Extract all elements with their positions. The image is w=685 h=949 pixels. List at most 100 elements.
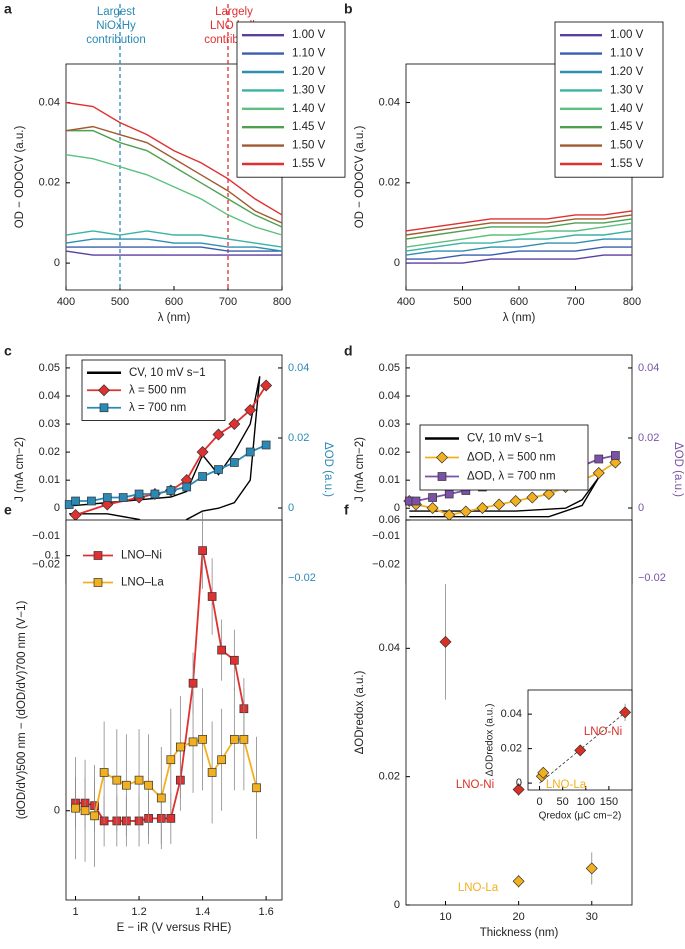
- x-tick-label: 20: [513, 911, 525, 923]
- panel-letter: e: [4, 502, 12, 518]
- series-line: [65, 250, 282, 256]
- y-tick-label: 0.04: [39, 96, 60, 108]
- x-tick-label: 50: [557, 796, 569, 808]
- y-tick-label: 0: [394, 899, 400, 911]
- data-marker: [439, 635, 452, 648]
- data-marker: [166, 814, 176, 823]
- data-marker: [166, 486, 176, 495]
- point-label: LNO-La: [546, 779, 587, 791]
- data-marker: [493, 498, 506, 511]
- annotation: Largely: [215, 6, 253, 18]
- x-tick-label: 700: [219, 296, 237, 308]
- panel-letter: a: [4, 1, 12, 17]
- data-marker: [122, 780, 131, 790]
- data-marker: [71, 496, 80, 506]
- x-tick-label: 700: [566, 296, 584, 308]
- data-marker: [526, 491, 539, 504]
- legend-label: 1.50 V: [610, 140, 644, 152]
- data-marker: [150, 489, 160, 499]
- y-tick-label: 0: [54, 257, 60, 269]
- data-marker: [217, 645, 226, 655]
- data-marker: [428, 493, 437, 502]
- data-marker: [230, 655, 239, 665]
- x-tick-label: 10: [439, 911, 451, 923]
- series-line: [405, 222, 633, 248]
- legend-label: 1.00 V: [610, 29, 644, 41]
- legend-label: 1.40 V: [292, 103, 326, 115]
- data-marker: [99, 768, 109, 777]
- series-line: [406, 254, 632, 264]
- x-tick-label: 30: [586, 911, 598, 923]
- y-axis-label: OD − ODOCV (a.u.): [354, 126, 366, 229]
- legend-label: LNO–Ni: [121, 550, 162, 562]
- data-marker: [230, 458, 239, 467]
- x-tick-label: 100: [577, 796, 595, 808]
- data-marker: [261, 440, 271, 450]
- data-marker: [217, 755, 226, 765]
- x-tick-label: 800: [273, 296, 291, 308]
- data-marker: [134, 775, 144, 785]
- data-marker: [118, 493, 128, 502]
- data-marker: [90, 811, 99, 821]
- data-marker: [102, 493, 112, 502]
- panel-letter: c: [4, 343, 12, 359]
- legend-label: 1.40 V: [610, 103, 644, 115]
- data-marker: [198, 472, 207, 481]
- y-axis-label: J (mA cm−2): [354, 437, 366, 502]
- x-axis-label: λ (nm): [158, 312, 191, 324]
- data-marker: [476, 502, 489, 515]
- legend-label: LNO–La: [121, 577, 164, 589]
- panel-letter: d: [344, 343, 353, 359]
- data-marker: [244, 403, 257, 416]
- series-line: [66, 246, 282, 252]
- plot-frame: [65, 519, 283, 901]
- y-tick-label: 0: [516, 777, 522, 789]
- x-tick-label: 400: [397, 296, 415, 308]
- data-marker: [87, 496, 96, 506]
- y-axis-label: ΔODredox (a.u.): [485, 704, 496, 777]
- legend-label: 1.20 V: [292, 66, 326, 78]
- legend-label: λ = 700 nm: [129, 402, 186, 414]
- x-tick-label: 600: [165, 296, 183, 308]
- y2-axis-label: ΔOD (a.u.): [322, 442, 334, 497]
- data-marker: [512, 875, 525, 888]
- data-marker: [112, 775, 122, 785]
- y-tick-label: 0.06: [379, 514, 400, 526]
- legend-marker: [98, 384, 110, 397]
- point-label: LNO-La: [458, 882, 499, 894]
- series-line: [65, 154, 283, 236]
- legend-marker: [436, 451, 448, 464]
- series-line: [405, 238, 632, 256]
- y-tick-label: 0.04: [379, 96, 400, 108]
- y-tick-label: 0.01: [39, 474, 60, 486]
- data-marker: [207, 592, 217, 601]
- y-tick-label: 0: [54, 805, 60, 817]
- y-tick-label: 0.03: [39, 418, 60, 430]
- data-marker: [207, 768, 217, 777]
- data-marker: [411, 496, 421, 506]
- x-axis-label: E − iR (V versus RHE): [117, 922, 232, 934]
- y-tick-label: 0.01: [379, 474, 400, 486]
- series-line: [405, 218, 633, 240]
- y-tick-label: 0.02: [501, 743, 522, 755]
- trend-line: [539, 710, 628, 784]
- x-tick-label: 150: [600, 796, 618, 808]
- data-marker: [228, 417, 241, 430]
- y-tick-label: 0.04: [379, 390, 400, 402]
- x-tick-label: 500: [453, 296, 471, 308]
- x-tick-label: 1.2: [131, 906, 146, 918]
- data-marker: [611, 451, 620, 460]
- series-line: [65, 238, 283, 252]
- legend-label: 1.20 V: [610, 66, 644, 78]
- y2-tick-label: 0.02: [288, 432, 309, 444]
- y-tick-label: −0.02: [32, 558, 60, 570]
- legend-marker: [437, 472, 447, 481]
- legend-label: 1.10 V: [610, 48, 644, 60]
- y-tick-label: 0: [394, 502, 400, 514]
- data-marker: [509, 495, 522, 508]
- legend-label: 1.50 V: [292, 140, 326, 152]
- data-marker: [594, 454, 604, 464]
- data-marker: [537, 766, 550, 779]
